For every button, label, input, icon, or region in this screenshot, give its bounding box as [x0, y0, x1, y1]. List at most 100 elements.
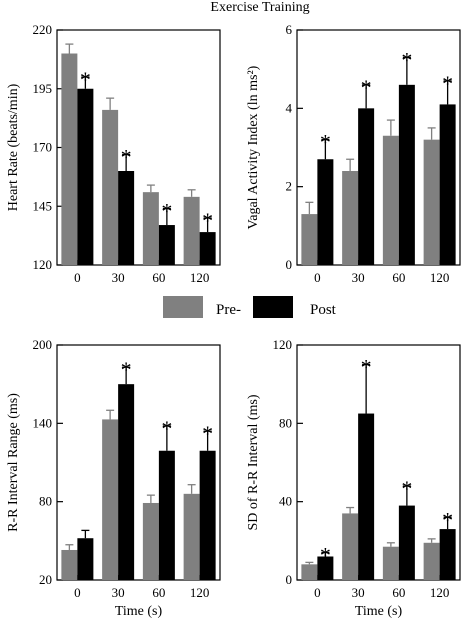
bar-pre	[61, 549, 78, 580]
bar-pre	[342, 513, 359, 580]
bar-pre	[382, 546, 399, 580]
bar-pre	[423, 542, 440, 580]
y-tick-label: 2	[286, 179, 293, 194]
bar-post	[358, 108, 375, 265]
bar-post	[118, 384, 135, 580]
significance-star: *	[121, 145, 132, 170]
y-tick-label: 80	[39, 494, 52, 509]
legend-swatch-post	[253, 296, 293, 318]
significance-star: *	[442, 71, 453, 96]
bar-post	[77, 538, 94, 580]
bar-post	[439, 104, 456, 266]
bar-post	[317, 159, 334, 265]
x-tick-label: 30	[352, 270, 365, 285]
chart-panel-2: 0 2 4 6 Vagal Activity Index (ln ms²) 0 * 30 * 60…	[246, 22, 461, 285]
x-tick-label: 30	[112, 270, 125, 285]
y-tick-label: 120	[273, 337, 293, 352]
bar-pre	[102, 109, 119, 266]
legend-label-pre: Pre-	[216, 302, 241, 318]
x-tick-label: 0	[314, 270, 321, 285]
x-tick-label: 0	[314, 585, 321, 600]
y-tick-label: 40	[279, 494, 292, 509]
y-axis-label: Vagal Activity Index (ln ms²)	[246, 65, 261, 229]
significance-star: *	[361, 355, 372, 380]
x-tick-label: 60	[152, 585, 165, 600]
y-tick-label: 200	[33, 337, 53, 352]
plot-frame	[296, 344, 461, 581]
bar-post	[118, 171, 135, 265]
bar-pre	[142, 192, 159, 265]
significance-star: *	[80, 67, 91, 92]
y-tick-label: 4	[286, 100, 293, 115]
bar-post	[398, 505, 415, 580]
significance-star: *	[401, 476, 412, 501]
bar-post	[317, 556, 334, 580]
figure-title: Exercise Training	[210, 0, 309, 15]
legend-swatch-pre	[163, 296, 203, 318]
significance-star: *	[121, 357, 132, 382]
bar-post	[158, 450, 175, 580]
chart-panel-1: 120 145 170 195 220 Heart Rate (beats/min) 0 * 3…	[6, 22, 221, 285]
x-tick-label: 30	[112, 585, 125, 600]
x-tick-label: 0	[74, 585, 81, 600]
bar-pre	[423, 139, 440, 265]
y-tick-label: 120	[33, 257, 53, 272]
chart-panel-4: 0 40 80 120 SD of R-R Interval (ms) Time (s) 0…	[246, 337, 461, 619]
y-tick-label: 80	[279, 415, 292, 430]
y-tick-label: 0	[286, 257, 293, 272]
bar-post	[158, 225, 175, 265]
y-tick-label: 220	[33, 22, 53, 37]
chart-panel-3: 20 80 140 200 R-R Interval Range (ms) Time (s…	[6, 337, 221, 619]
bar-post	[358, 413, 375, 580]
plot-frame	[296, 29, 461, 266]
bar-pre	[61, 53, 78, 265]
x-tick-label: 120	[430, 270, 450, 285]
y-axis-label: R-R Interval Range (ms)	[6, 393, 21, 532]
significance-star: *	[320, 543, 331, 568]
bar-pre	[102, 419, 119, 580]
bar-pre	[301, 564, 318, 580]
bar-pre	[382, 135, 399, 265]
bar-pre	[342, 171, 359, 265]
y-tick-label: 170	[33, 140, 53, 155]
bar-post	[199, 450, 216, 580]
x-tick-label: 120	[430, 585, 450, 600]
y-tick-label: 145	[33, 198, 53, 213]
significance-star: *	[202, 421, 213, 446]
x-tick-label: 120	[190, 585, 210, 600]
significance-star: *	[161, 416, 172, 441]
bar-pre	[183, 493, 200, 580]
significance-star: *	[442, 507, 453, 532]
y-tick-label: 195	[33, 81, 53, 96]
bar-pre	[183, 196, 200, 265]
y-tick-label: 6	[286, 22, 293, 37]
x-tick-label: 0	[74, 270, 81, 285]
significance-star: *	[401, 47, 412, 72]
significance-star: *	[161, 199, 172, 224]
y-tick-label: 140	[33, 415, 53, 430]
y-axis-label: SD of R-R Interval (ms)	[246, 394, 261, 530]
significance-star: *	[202, 208, 213, 233]
significance-star: *	[361, 75, 372, 100]
bar-pre	[142, 502, 159, 580]
bar-post	[439, 529, 456, 580]
x-tick-label: 120	[190, 270, 210, 285]
x-axis-label: Time (s)	[115, 604, 163, 619]
plot-frame	[56, 344, 221, 581]
legend-label-post: Post	[310, 302, 337, 318]
x-tick-label: 60	[392, 585, 405, 600]
x-tick-label: 60	[392, 270, 405, 285]
y-tick-label: 20	[39, 572, 52, 587]
x-tick-label: 60	[152, 270, 165, 285]
bar-post	[398, 84, 415, 265]
x-tick-label: 30	[352, 585, 365, 600]
legend: Pre- Post	[163, 296, 337, 318]
bar-post	[199, 232, 216, 265]
y-axis-label: Heart Rate (beats/min)	[6, 83, 21, 211]
bar-post	[77, 88, 94, 265]
y-tick-label: 0	[286, 572, 293, 587]
bar-pre	[301, 214, 318, 265]
x-axis-label: Time (s)	[355, 604, 403, 619]
